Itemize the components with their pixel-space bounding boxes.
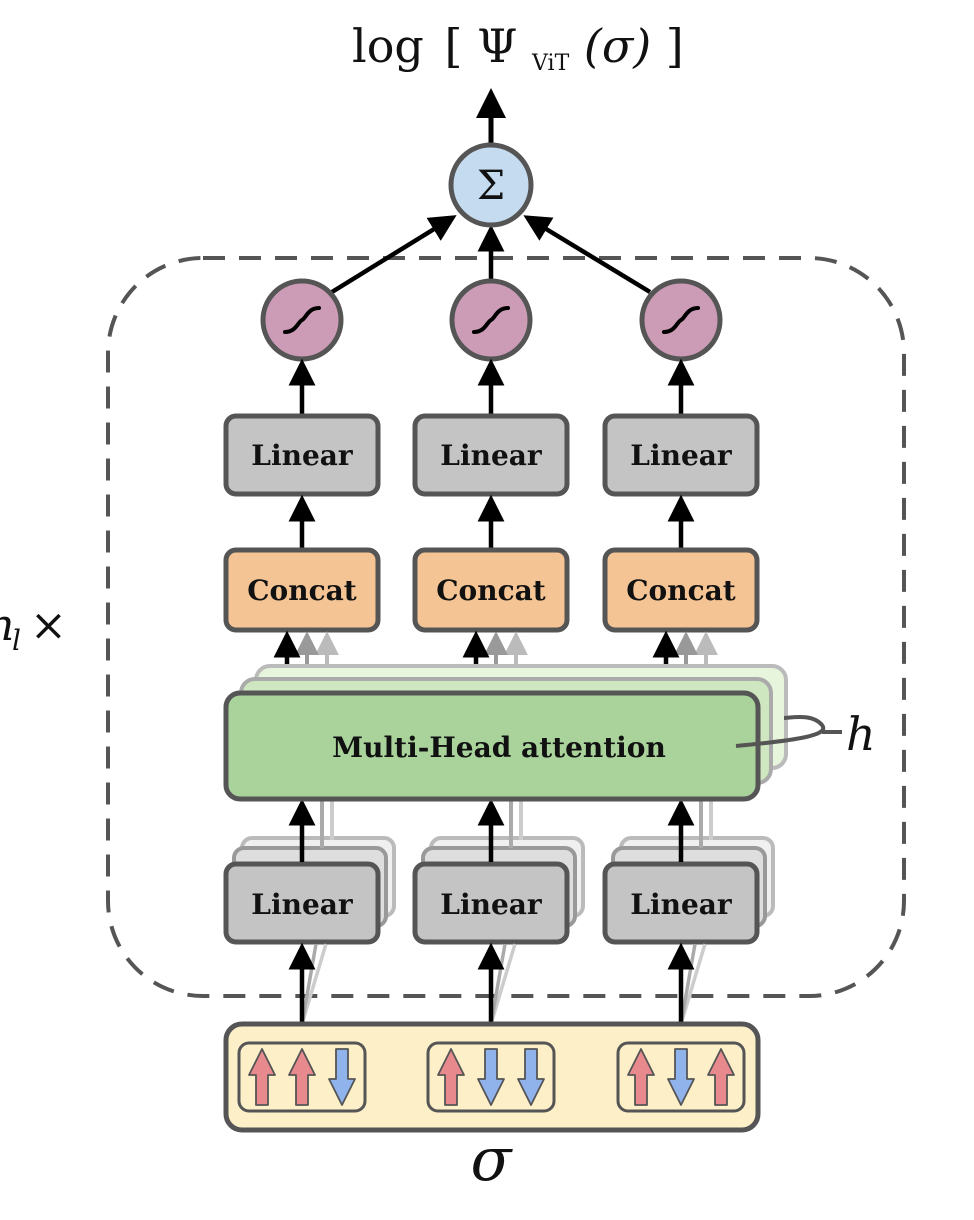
linear-bottom-box <box>602 861 760 945</box>
sigmoid-icon <box>472 306 510 334</box>
concat-box <box>602 547 760 633</box>
spin-down-icon <box>667 1048 695 1106</box>
linear-bottom-label: Linear <box>251 888 354 921</box>
spin-up-icon <box>437 1048 465 1106</box>
column-2: Linear Concat Linear <box>412 358 585 1025</box>
heads-label: h <box>846 707 876 761</box>
svg-text:×: × <box>30 600 67 651</box>
svg-text:log [ Ψ ViT: log [ Ψ ViT (σ) ] <box>352 19 684 81</box>
concat-label: Concat <box>436 574 546 607</box>
activation-node <box>449 278 533 362</box>
input-block <box>223 1021 761 1133</box>
linear-top-label: Linear <box>251 439 354 472</box>
spin-up-icon <box>248 1048 276 1106</box>
linear-bottom-label: Linear <box>630 888 733 921</box>
concat-label: Concat <box>626 574 736 607</box>
linear-bottom-box <box>223 861 381 945</box>
input-label: σ <box>471 1125 514 1195</box>
linear-top-box <box>602 413 760 497</box>
sum-node: Σ <box>448 142 534 228</box>
column-1: Linear Concat Linear <box>223 358 396 1025</box>
concat-label: Concat <box>247 574 357 607</box>
spin-up-icon <box>707 1048 735 1106</box>
activation-node <box>639 278 723 362</box>
linear-bottom-label: Linear <box>440 888 543 921</box>
concat-box <box>223 547 381 633</box>
linear-top-box <box>223 413 381 497</box>
activation-node <box>260 278 344 362</box>
attention-label: Multi-Head attention <box>332 731 666 764</box>
spin-up-icon <box>627 1048 655 1106</box>
spin-group <box>426 1041 556 1113</box>
repeat-block <box>106 256 906 998</box>
linear-top-label: Linear <box>440 439 543 472</box>
spin-down-icon <box>328 1048 356 1106</box>
svg-text:n: n <box>0 600 14 651</box>
linear-top-box <box>412 413 570 497</box>
linear-bottom-box <box>412 861 570 945</box>
attention-stack: Multi-Head attention <box>223 664 788 802</box>
concat-box <box>412 547 570 633</box>
heads-indicator: h <box>735 707 876 761</box>
spin-group <box>616 1041 746 1113</box>
attention-box <box>223 690 761 802</box>
svg-text:l: l <box>12 624 21 657</box>
spin-up-icon <box>288 1048 316 1106</box>
column-3: Linear Concat Linear <box>602 358 775 1025</box>
sum-symbol: Σ <box>477 163 505 209</box>
spin-group <box>237 1041 367 1113</box>
repeat-label: n l × <box>0 600 67 657</box>
sum-arrow-right <box>523 215 652 294</box>
spin-down-icon <box>517 1048 545 1106</box>
spin-down-icon <box>477 1048 505 1106</box>
linear-top-label: Linear <box>630 439 733 472</box>
sigmoid-icon <box>283 306 321 334</box>
output-label: log [ Ψ ViT (σ) ] <box>352 19 684 81</box>
sum-arrow-left <box>330 215 457 294</box>
sigmoid-icon <box>662 306 700 334</box>
